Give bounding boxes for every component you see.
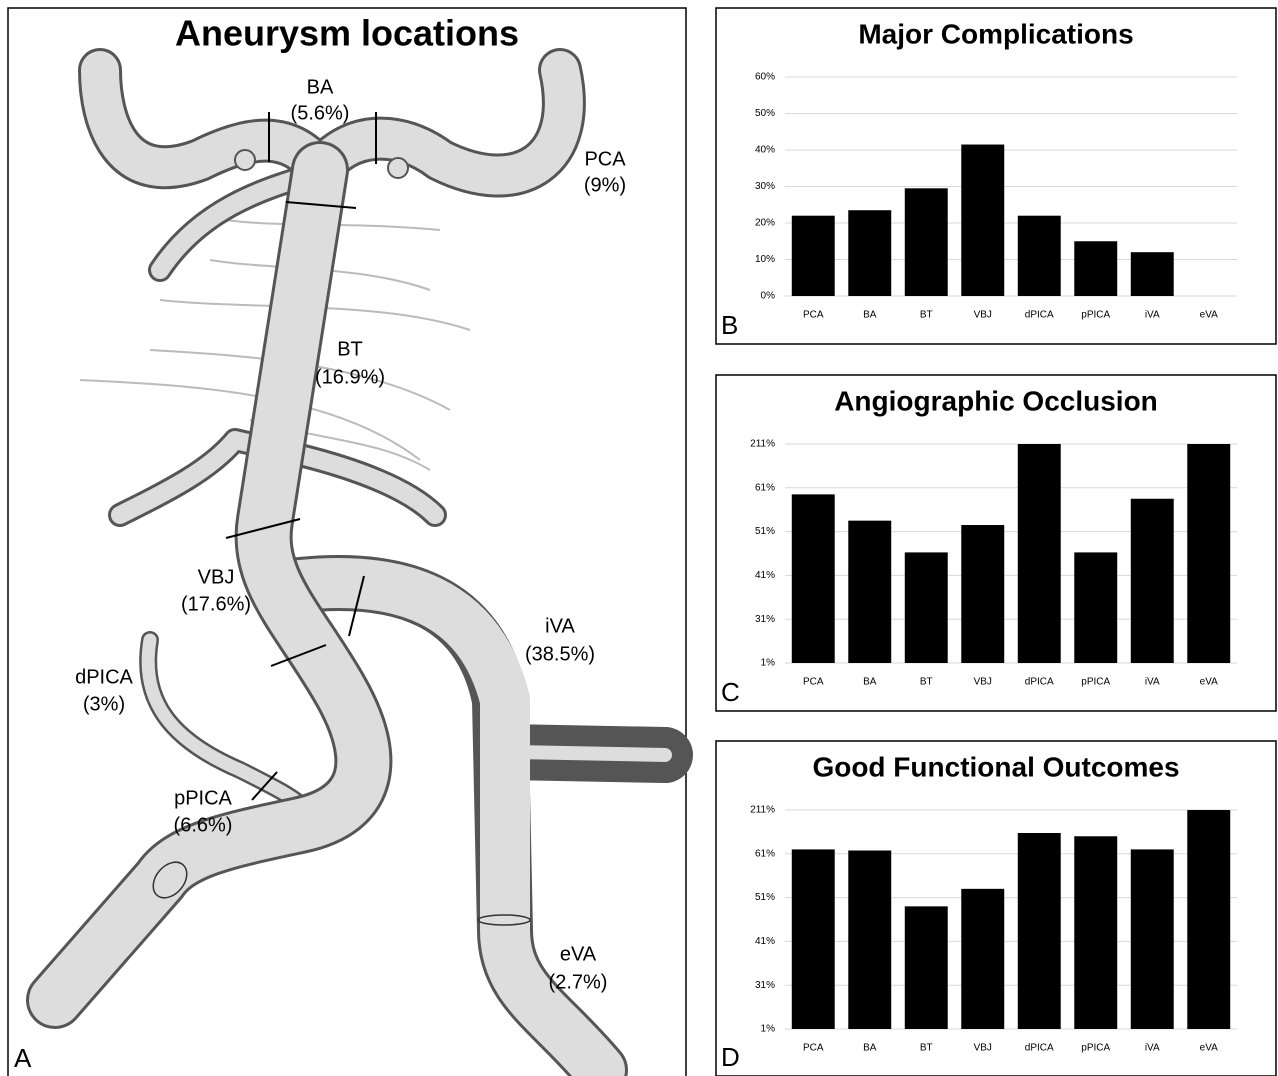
location-percent: (2.7%) xyxy=(549,971,608,993)
bar xyxy=(961,144,1005,296)
bar xyxy=(791,215,835,296)
panel-letter: A xyxy=(14,1043,32,1073)
y-tick-label: 51% xyxy=(755,526,775,537)
bar xyxy=(1130,252,1174,296)
location-name: eVA xyxy=(560,943,597,965)
panel-a: Aneurysm locations BA xyxy=(7,7,693,1076)
bar xyxy=(1130,849,1174,1029)
location-percent: (6.6%) xyxy=(174,814,233,836)
x-tick-label: VBJ xyxy=(974,677,992,688)
chart-title: Good Functional Outcomes xyxy=(812,751,1179,782)
bar xyxy=(961,525,1005,663)
bar xyxy=(1187,444,1231,663)
x-tick-label: PCA xyxy=(803,677,824,688)
bar xyxy=(1017,215,1061,296)
x-tick-label: pPICA xyxy=(1081,677,1110,688)
x-tick-label: BA xyxy=(863,310,877,321)
y-tick-label: 40% xyxy=(755,145,775,156)
illustration-title: Aneurysm locations xyxy=(175,13,519,54)
panel-letter: B xyxy=(721,310,738,340)
bar xyxy=(791,849,835,1029)
location-name: BT xyxy=(337,338,363,360)
chart-title: Angiographic Occlusion xyxy=(834,385,1158,416)
x-tick-label: BT xyxy=(920,310,933,321)
y-tick-label: 211% xyxy=(750,439,775,450)
location-percent: (5.6%) xyxy=(291,102,350,124)
x-tick-label: VBJ xyxy=(974,1043,992,1054)
x-tick-label: PCA xyxy=(803,310,824,321)
location-percent: (17.6%) xyxy=(181,593,251,615)
y-tick-label: 41% xyxy=(755,570,775,581)
bar xyxy=(791,494,835,663)
x-tick-label: BA xyxy=(863,677,877,688)
location-name: BA xyxy=(307,76,334,98)
bar xyxy=(904,906,948,1029)
bar xyxy=(1074,241,1118,296)
y-tick-label: 61% xyxy=(755,482,775,493)
y-tick-label: 1% xyxy=(761,658,776,669)
x-tick-label: dPICA xyxy=(1025,310,1054,321)
location-percent: (3%) xyxy=(83,693,125,715)
bar xyxy=(1074,836,1118,1029)
panel-letter: C xyxy=(721,677,740,707)
x-tick-label: eVA xyxy=(1200,310,1218,321)
bar xyxy=(848,210,892,296)
location-percent: (16.9%) xyxy=(315,366,385,388)
x-tick-label: pPICA xyxy=(1081,310,1110,321)
bar xyxy=(848,520,892,663)
y-tick-label: 60% xyxy=(755,72,775,83)
y-tick-label: 50% xyxy=(755,108,775,119)
x-tick-label: iVA xyxy=(1145,677,1160,688)
location-name: dPICA xyxy=(75,666,133,688)
bar xyxy=(1074,552,1118,663)
x-tick-label: dPICA xyxy=(1025,1043,1054,1054)
chart-title: Major Complications xyxy=(858,18,1133,49)
bar xyxy=(904,188,948,296)
x-tick-label: PCA xyxy=(803,1043,824,1054)
y-tick-label: 41% xyxy=(755,936,775,947)
x-tick-label: VBJ xyxy=(974,310,992,321)
bar xyxy=(1187,810,1231,1029)
y-tick-label: 51% xyxy=(755,892,775,903)
y-tick-label: 1% xyxy=(761,1024,776,1035)
vessels xyxy=(26,48,693,1076)
location-name: PCA xyxy=(584,148,626,170)
bar xyxy=(1130,498,1174,663)
location-name: pPICA xyxy=(174,787,232,809)
y-tick-label: 10% xyxy=(755,254,775,265)
x-tick-label: iVA xyxy=(1145,1043,1160,1054)
x-tick-label: dPICA xyxy=(1025,677,1054,688)
y-tick-label: 30% xyxy=(755,181,775,192)
location-percent: (9%) xyxy=(584,174,626,196)
bar xyxy=(848,850,892,1029)
panel-letter: D xyxy=(721,1042,740,1072)
bar xyxy=(1017,444,1061,663)
y-tick-label: 0% xyxy=(761,291,776,302)
x-tick-label: pPICA xyxy=(1081,1043,1110,1054)
location-percent: (38.5%) xyxy=(525,643,595,665)
y-tick-label: 61% xyxy=(755,848,775,859)
x-tick-label: BA xyxy=(863,1043,877,1054)
x-tick-label: BT xyxy=(920,677,933,688)
y-tick-label: 211% xyxy=(750,805,775,816)
y-tick-label: 31% xyxy=(755,614,775,625)
x-tick-label: eVA xyxy=(1200,677,1218,688)
y-tick-label: 20% xyxy=(755,218,775,229)
y-tick-label: 31% xyxy=(755,980,775,991)
bar xyxy=(904,552,948,663)
bar xyxy=(961,888,1005,1029)
bar xyxy=(1017,832,1061,1029)
x-tick-label: eVA xyxy=(1200,1043,1218,1054)
x-tick-label: iVA xyxy=(1145,310,1160,321)
x-tick-label: BT xyxy=(920,1043,933,1054)
location-name: VBJ xyxy=(198,566,235,588)
location-name: iVA xyxy=(545,615,575,637)
